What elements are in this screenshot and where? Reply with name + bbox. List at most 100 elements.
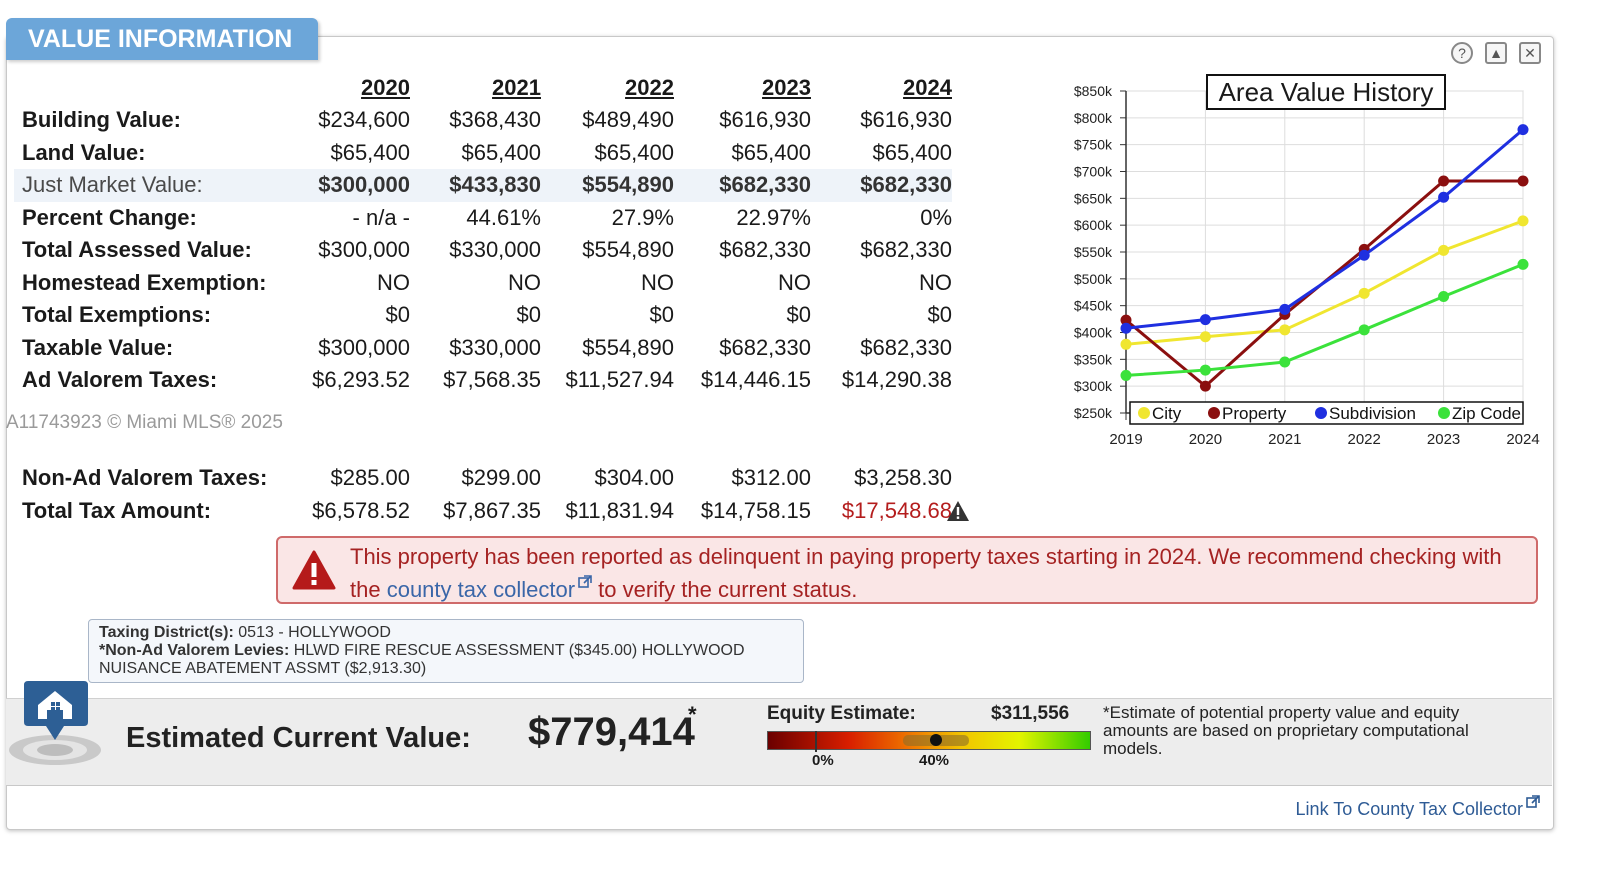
cell: $300,000 [318,237,410,263]
cell: $285.00 [330,465,410,491]
close-icon[interactable]: ✕ [1519,42,1541,64]
cell: $682,330 [719,237,811,263]
county-tax-collector-link[interactable]: county tax collector [386,577,576,602]
row-label: Percent Change: [22,204,197,230]
chart-y-tick-label: $500k [1074,271,1113,287]
series-point-property [1517,175,1529,187]
estimated-value-footnote-mark: * [688,702,697,727]
row-percent-change: Percent Change: - n/a - 44.61% 27.9% 22.… [14,202,952,235]
row-total-tax-amount: Total Tax Amount: $6,578.52 $7,867.35 $1… [14,495,952,528]
cell: $682,330 [811,169,952,202]
row-label: Total Tax Amount: [22,497,212,523]
levies-label: *Non-Ad Valorem Levies: [99,642,290,659]
row-ad-valorem-taxes: Ad Valorem Taxes: $6,293.52 $7,568.35 $1… [14,364,952,397]
footer-link-text[interactable]: Link To County Tax Collector [1295,799,1523,819]
cell: $11,527.94 [565,367,674,393]
chart-y-tick-label: $400k [1074,325,1113,341]
cell: NO [641,269,674,295]
cell: $3,258.30 [854,465,952,491]
chart-x-tick-label: 2022 [1348,431,1381,448]
external-link-icon[interactable] [578,575,592,589]
cell: $299.00 [461,465,541,491]
cell: $65,400 [461,139,541,165]
series-point-subdivision [1279,303,1291,315]
row-label: Just Market Value: [14,169,294,202]
series-point-city [1438,244,1450,256]
series-point-property [1120,314,1132,326]
legend-swatch-property [1208,407,1220,419]
external-link-icon[interactable] [1526,795,1540,809]
cell: $65,400 [330,139,410,165]
row-label: Building Value: [22,107,181,133]
taxing-district-box: Taxing District(s): 0513 - HOLLYWOOD *No… [88,619,804,683]
cell: $489,490 [582,107,674,133]
equity-zero-tick [815,731,817,752]
help-icon[interactable]: ? [1451,42,1473,64]
series-line-city [1125,219,1524,346]
equity-label: Equity Estimate: [767,703,916,724]
legend-label-city: City [1152,404,1182,423]
series-point-zip-code [1438,291,1450,303]
series-point-city [1358,287,1370,299]
cell: $0 [786,302,811,328]
cell: $234,600 [318,107,410,133]
legend-label-property: Property [1222,404,1287,423]
row-taxable-value: Taxable Value: $300,000 $330,000 $554,89… [14,332,952,365]
legend-swatch-subdivision [1315,407,1327,419]
delinquent-total-cell: $17,548.68 [841,497,952,523]
cell: $300,000 [294,169,410,202]
legend-label-zip-code: Zip Code [1452,404,1521,423]
chart-x-tick-label: 2024 [1506,431,1539,448]
estimated-value-label: Estimated Current Value: [126,722,471,754]
estimated-value: $779,414 [528,710,695,754]
cell: $14,446.15 [700,367,811,393]
equity-marker [930,734,942,746]
cell: $14,758.15 [700,497,811,523]
year-header: 2022 [625,75,674,100]
equity-tick-0: 0% [812,752,834,769]
series-point-city [1279,324,1291,336]
cell: 27.9% [611,204,674,230]
county-tax-collector-footer-link[interactable]: Link To County Tax Collector [1296,795,1540,820]
cell: NO [919,269,952,295]
cell: 44.61% [466,204,541,230]
series-point-city [1199,331,1211,343]
cell: $554,890 [582,334,674,360]
cell: $433,830 [410,169,541,202]
chart-y-tick-label: $550k [1074,244,1113,260]
chart-y-tick-label: $250k [1074,405,1113,421]
row-label: Taxable Value: [22,334,174,360]
cell: $330,000 [449,334,541,360]
year-header-row: 2020 2021 2022 2023 2024 [14,72,952,104]
row-building-value: Building Value: $234,600 $368,430 $489,4… [14,104,952,137]
cell: $330,000 [449,237,541,263]
cell: $682,330 [674,169,811,202]
cell: NO [508,269,541,295]
district-value: 0513 - HOLLYWOOD [238,624,391,641]
cell: $11,831.94 [565,497,674,523]
cell: $368,430 [449,107,541,133]
cell: $65,400 [731,139,811,165]
year-header: 2021 [492,75,541,100]
collapse-icon[interactable]: ▲ [1485,42,1507,64]
cell: $304.00 [594,465,674,491]
chart-y-tick-label: $700k [1074,164,1113,180]
warning-triangle-icon[interactable] [946,500,970,522]
chart-y-tick-label: $800k [1074,110,1113,126]
year-header: 2023 [762,75,811,100]
series-point-subdivision [1517,124,1529,136]
row-total-assessed-value: Total Assessed Value: $300,000 $330,000 … [14,234,952,267]
chart-y-tick-label: $850k [1074,83,1113,99]
alert-triangle-icon [292,550,336,590]
cell: 22.97% [736,204,811,230]
cell: $0 [385,302,410,328]
district-label: Taxing District(s): [99,624,234,641]
series-point-city [1120,338,1132,350]
chart-x-tick-label: 2021 [1268,431,1301,448]
cell: $65,400 [594,139,674,165]
row-label: Land Value: [22,139,146,165]
row-land-value: Land Value: $65,400 $65,400 $65,400 $65,… [14,137,952,170]
legend-swatch-zip-code [1438,407,1450,419]
cell: NO [778,269,811,295]
cell: $300,000 [318,334,410,360]
